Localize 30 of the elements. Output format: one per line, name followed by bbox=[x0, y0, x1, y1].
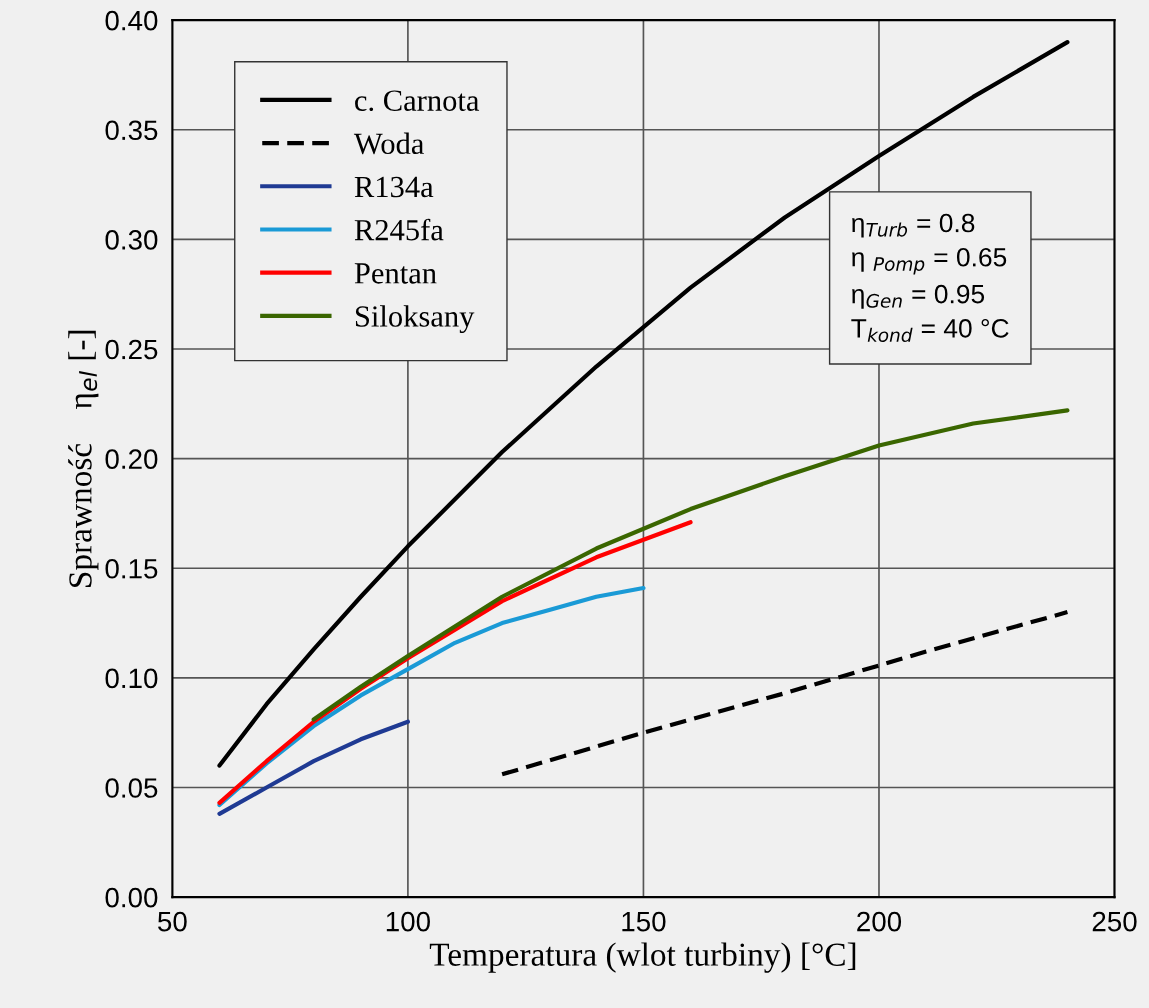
annotation: T$_{kond}$ = 40 °C bbox=[851, 319, 1009, 343]
x-tick-label: 200 bbox=[857, 911, 902, 932]
legend-label: c. Carnota bbox=[355, 90, 480, 112]
y-tick-label: 0.20 bbox=[105, 449, 158, 469]
y-tick-label: 0.00 bbox=[105, 887, 158, 908]
y-tick-label: 0.05 bbox=[105, 778, 158, 798]
x-tick-label: 100 bbox=[386, 911, 430, 932]
annotation: η$_{Gen}$ = 0.95 bbox=[852, 284, 985, 309]
annotation: η $_{Pomp}$ = 0.65 bbox=[852, 247, 1007, 275]
line-series bbox=[500, 610, 1070, 777]
y-axis-title: Sprawność η$_{el}$ [-] bbox=[68, 330, 99, 587]
x-tick-label: 50 bbox=[158, 911, 187, 932]
legend-label: Woda bbox=[353, 132, 424, 155]
y-tick-label: 0.30 bbox=[105, 230, 158, 250]
legend-label: R245fa bbox=[354, 218, 444, 241]
y-tick-label: 0.15 bbox=[105, 558, 158, 579]
annotation: η$_{Turb}$ = 0.8 bbox=[852, 213, 975, 238]
x-tick-label: 250 bbox=[1092, 911, 1137, 932]
line-series bbox=[311, 408, 1070, 722]
line-series bbox=[217, 39, 1070, 768]
y-tick-label: 0.40 bbox=[105, 10, 158, 31]
x-tick-label: 150 bbox=[622, 911, 666, 932]
legend-label: Siloksany bbox=[355, 305, 475, 334]
y-tick-label: 0.25 bbox=[105, 339, 158, 360]
line-series bbox=[217, 719, 410, 816]
x-axis-title: Temperatura (wlot turbiny) [°C] bbox=[429, 942, 856, 973]
legend-label: Pentan bbox=[354, 263, 437, 284]
y-tick-label: 0.10 bbox=[105, 668, 158, 689]
y-tick-label: 0.35 bbox=[105, 120, 158, 141]
legend-label: R134a bbox=[354, 176, 434, 198]
